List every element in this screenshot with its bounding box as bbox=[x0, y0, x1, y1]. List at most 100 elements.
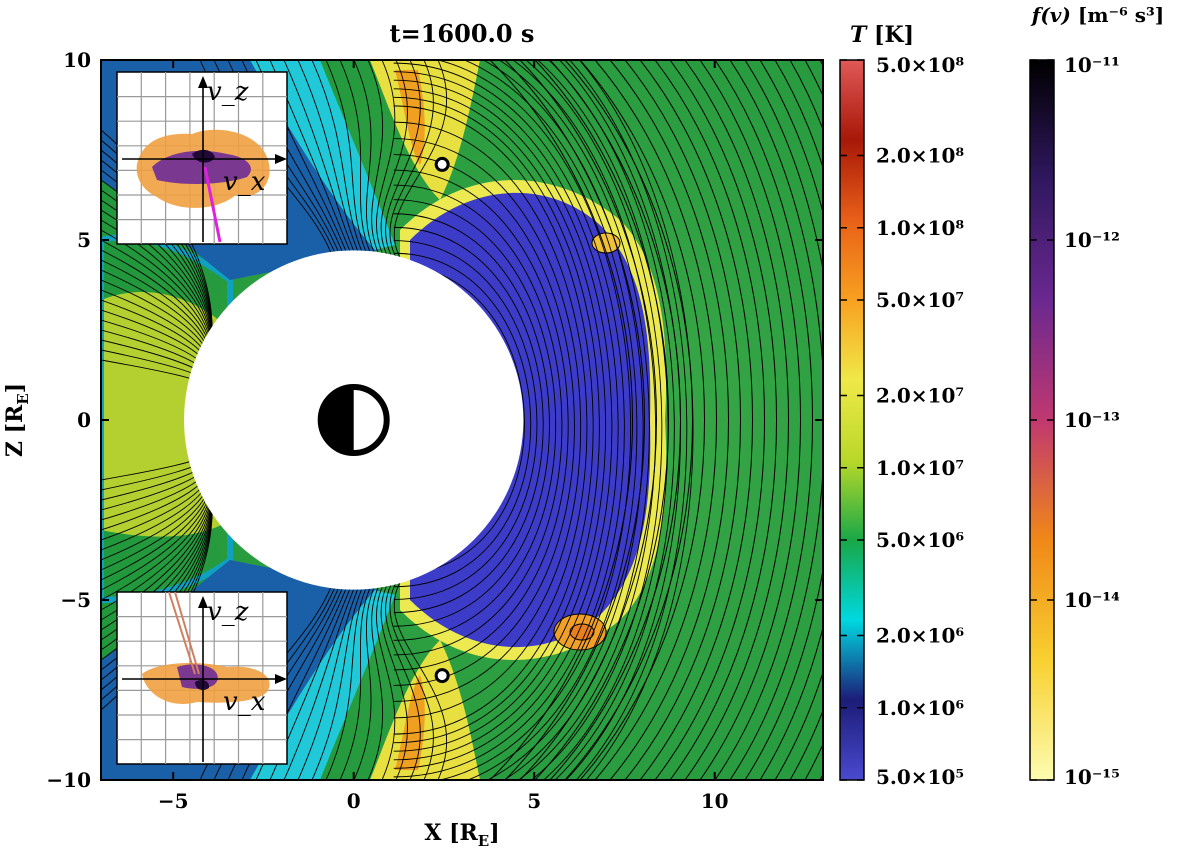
field-line bbox=[512, 60, 657, 780]
field-line bbox=[393, 213, 550, 627]
colorbar-tick-label: 2.0×10⁸ bbox=[876, 144, 964, 168]
field-line bbox=[774, 60, 823, 780]
colorbar-tick-label: 5.0×10⁷ bbox=[876, 288, 964, 312]
field-line bbox=[504, 60, 645, 780]
field-line bbox=[393, 184, 563, 656]
field-line bbox=[684, 60, 789, 780]
temperature-colorbar: T [K] 5.0×10⁸ 2.0×10⁸ 1.0×10⁸ 5.0×10⁷ 2.0×10… bbox=[839, 22, 964, 789]
field-line bbox=[376, 579, 396, 780]
field-line bbox=[393, 579, 448, 780]
inset-vx-label: v_x bbox=[223, 687, 266, 717]
y-tick-label: 10 bbox=[63, 48, 91, 72]
field-line bbox=[385, 60, 421, 261]
field-line bbox=[393, 105, 594, 735]
colorbar-tick-label: 2.0×10⁶ bbox=[876, 624, 964, 648]
field-line bbox=[699, 60, 801, 780]
field-line bbox=[463, 60, 638, 780]
distribution-colorbar-label: f(v) [m⁻⁶ s³] bbox=[1030, 3, 1165, 27]
inset-bottom-left: v_z v_x bbox=[116, 591, 288, 765]
field-line bbox=[744, 60, 823, 780]
colorbar-tick-label: 1.0×10⁸ bbox=[876, 216, 964, 240]
colorbar-tick-label: 5.0×10⁶ bbox=[876, 528, 964, 552]
field-line bbox=[389, 60, 434, 261]
y-axis-ticks: −10 −5 0 5 10 bbox=[46, 48, 823, 792]
field-line bbox=[393, 226, 544, 614]
field-line bbox=[389, 579, 434, 780]
field-line bbox=[393, 96, 600, 744]
temperature-colorbar-label: T [K] bbox=[850, 22, 914, 48]
spacecraft-marker-2 bbox=[434, 668, 450, 684]
field-line bbox=[549, 60, 681, 780]
field-line bbox=[325, 60, 371, 261]
field-line bbox=[497, 60, 650, 780]
y-tick-label: 0 bbox=[77, 408, 91, 432]
x-tick-label: 10 bbox=[701, 789, 729, 813]
field-line bbox=[393, 240, 538, 600]
field-line bbox=[579, 60, 705, 780]
distribution-colorbar: f(v) [m⁻⁶ s³] 10⁻¹¹ 10⁻¹² 10⁻¹³ 10⁻¹⁴ 10⁻¹⁵ bbox=[1029, 3, 1165, 789]
field-line bbox=[380, 60, 408, 261]
inset-top-left: v_z v_x bbox=[116, 71, 288, 245]
x-axis-ticks: −5 0 5 10 bbox=[158, 60, 729, 813]
field-line bbox=[609, 60, 729, 780]
colorbar-tick-label: 10⁻¹¹ bbox=[1064, 53, 1120, 77]
x-tick-label: −5 bbox=[158, 789, 189, 813]
field-line bbox=[654, 60, 765, 780]
field-line bbox=[393, 121, 588, 719]
field-line bbox=[482, 60, 644, 780]
colorbar-tick-label: 1.0×10⁶ bbox=[876, 696, 964, 720]
y-axis-label: Z [RE] bbox=[2, 383, 32, 457]
colorbar-tick-label: 10⁻¹³ bbox=[1064, 408, 1120, 432]
x-tick-label: 0 bbox=[347, 789, 361, 813]
colorbar-tick-label: 10⁻¹² bbox=[1064, 228, 1120, 252]
field-line bbox=[367, 60, 383, 261]
field-line bbox=[380, 579, 408, 780]
field-line bbox=[283, 60, 359, 261]
field-line bbox=[578, 60, 694, 780]
field-line bbox=[297, 60, 363, 261]
colorbar-tick-label: 2.0×10⁷ bbox=[876, 384, 964, 408]
colorbar-tick-label: 10⁻¹⁵ bbox=[1064, 765, 1120, 789]
field-line bbox=[669, 60, 777, 780]
field-line bbox=[393, 71, 619, 769]
field-line bbox=[393, 79, 613, 761]
y-tick-label: 5 bbox=[77, 228, 91, 252]
field-line bbox=[393, 252, 532, 588]
colorbar-tick-label: 5.0×10⁵ bbox=[876, 765, 964, 789]
y-tick-label: −5 bbox=[60, 588, 91, 612]
inset-vz-label: v_z bbox=[207, 597, 249, 627]
field-line bbox=[325, 579, 371, 780]
field-line bbox=[385, 579, 421, 780]
field-line bbox=[729, 60, 823, 780]
inset-vz-label: v_z bbox=[207, 77, 249, 107]
field-line bbox=[568, 60, 688, 780]
field-line bbox=[339, 60, 375, 261]
south-cusp bbox=[370, 640, 480, 780]
field-line bbox=[393, 265, 525, 575]
field-line bbox=[434, 60, 632, 780]
field-line bbox=[283, 579, 359, 780]
field-line bbox=[639, 60, 753, 780]
field-line bbox=[393, 199, 557, 641]
spacecraft-marker-1 bbox=[434, 156, 450, 172]
x-tick-label: 5 bbox=[527, 789, 541, 813]
field-line bbox=[353, 579, 379, 780]
field-line bbox=[311, 579, 367, 780]
colorbar-tick-label: 5.0×10⁸ bbox=[876, 53, 964, 77]
y-tick-label: −10 bbox=[46, 768, 91, 792]
field-line bbox=[393, 60, 448, 261]
field-line bbox=[297, 579, 363, 780]
plot-area: v_z v_x v_z v_x −5 0 5 10 −10 −5 0 5 10 bbox=[46, 48, 824, 813]
field-line bbox=[594, 60, 717, 780]
field-line bbox=[489, 60, 633, 780]
field-line bbox=[759, 60, 823, 780]
inset-vx-label: v_x bbox=[223, 167, 266, 197]
chart-title: t=1600.0 s bbox=[390, 19, 535, 48]
x-axis-label: X [RE] bbox=[424, 820, 499, 850]
colorbar-tick-label: 10⁻¹⁴ bbox=[1064, 588, 1120, 612]
field-line bbox=[376, 60, 396, 261]
field-line bbox=[393, 154, 575, 686]
field-line bbox=[353, 60, 379, 261]
field-line bbox=[393, 88, 607, 752]
